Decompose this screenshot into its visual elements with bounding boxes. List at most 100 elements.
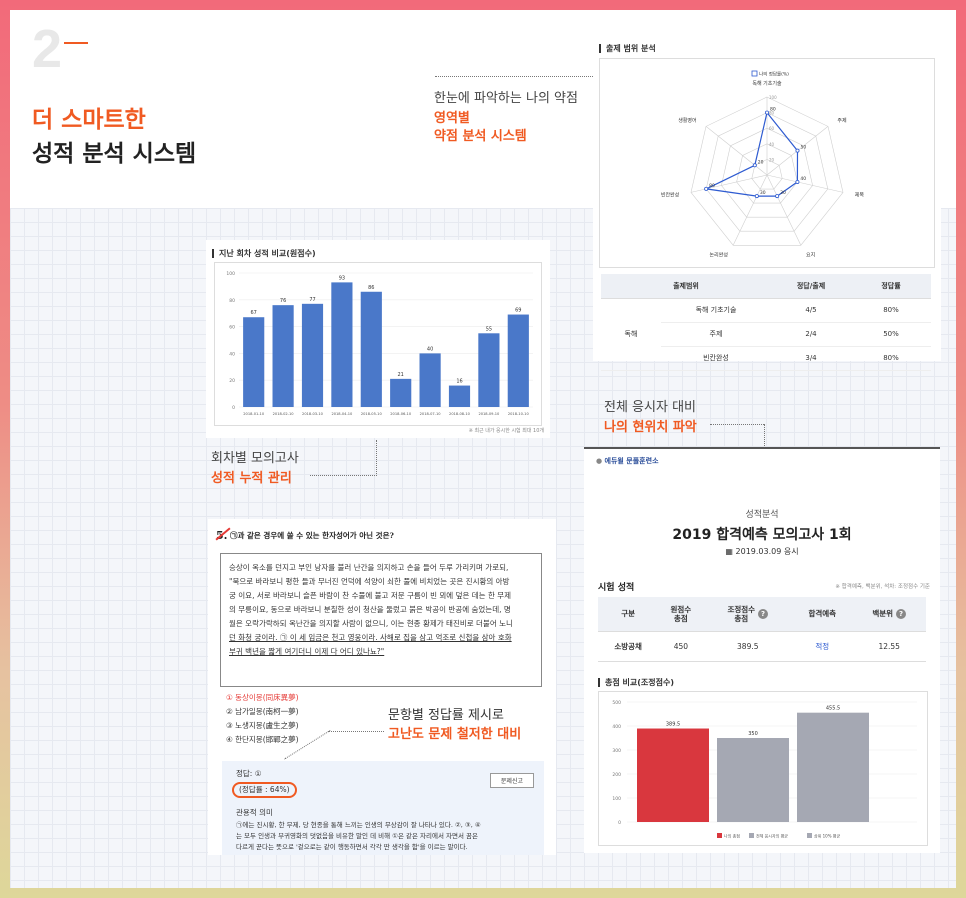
radar-value-label: 50	[800, 145, 806, 151]
th-adjusted-wrap: 조정점수 총점?	[703, 597, 793, 632]
legend-label: 전체 응시자의 평균	[756, 833, 788, 839]
passage-line: 던 화청 궁이라. ㉠ 이 세 임금은 천고 영웅이라. 사해로 집을 삼고 억…	[229, 633, 512, 642]
passage-line: 궁 이요, 서로 바라보니 슬픈 바람이 찬 수풀에 불고 저문 구름이 빈 뫼…	[229, 591, 512, 600]
radar-ring	[705, 112, 829, 232]
help-icon[interactable]: ?	[758, 608, 769, 619]
answer-panel: 정답: ① (정답률 : 64%) 문제신고 관용적 의미 ㉠에는 진시황, 한…	[222, 761, 544, 855]
brand-text: 에듀윌 문풀훈련소	[604, 457, 659, 465]
radar-tick-label: 80	[769, 111, 775, 116]
x-tick-label: 2018-08-10	[449, 412, 471, 416]
radar-point	[764, 110, 769, 115]
radar-ring	[751, 159, 783, 190]
score-cell: 2/4	[771, 322, 851, 347]
history-caption-line2: 성적 누적 관리	[211, 471, 292, 486]
y-tick-label: 80	[229, 298, 235, 304]
bar	[272, 305, 294, 407]
history-caption-line1: 회차별 모의고사	[211, 451, 299, 466]
passage-line: 월은 오락가락하되 옥난간을 의지할 사람이 없으니, 이는 현종 황제가 태진…	[229, 619, 513, 628]
radar-ring	[690, 96, 844, 246]
score-subtitle: 성적분석	[745, 510, 779, 520]
radar-table-header: 출제범위 정답/출제 정답률	[601, 274, 931, 299]
title-line1: 더 스마트한	[32, 107, 146, 133]
x-tick-label: 2018-03-10	[302, 412, 324, 416]
th-category: 구분	[598, 597, 659, 632]
th-rate: 정답률	[851, 274, 931, 299]
radar-point	[704, 186, 709, 191]
y-tick-label: 100	[612, 796, 621, 802]
bar	[507, 314, 529, 407]
score-table-wrap: 구분 원점수 총점 조정점수 총점? 합격예측 백분위? 소방공채 450 38…	[598, 597, 926, 662]
radar-axis-label: 제목	[855, 192, 865, 199]
option-3[interactable]: ③ 노생지몽(盧生之夢)	[226, 721, 299, 730]
weak-caption-line1: 한눈에 파악하는 나의 약점	[434, 91, 578, 106]
bar	[331, 282, 353, 407]
option-2[interactable]: ② 남가일몽(南柯一夢)	[226, 707, 299, 716]
radar-axis-label: 독해 기초기술	[752, 80, 782, 87]
number-underline	[64, 42, 88, 44]
position-caption-line1: 전체 응시자 대비	[604, 400, 696, 415]
radar-point	[795, 179, 800, 184]
table-row: 빈칸완성 3/4 80%	[601, 346, 931, 371]
radar-spoke	[705, 126, 768, 176]
history-chart-frame: 0 20 40 60 80 100 67 2018-01-10 76 2018-02-10 77 20…	[214, 262, 542, 426]
y-tick-label: 400	[612, 724, 621, 730]
bar-value-label: 86	[368, 285, 374, 291]
question-dotted-h	[328, 731, 384, 732]
bar	[797, 712, 869, 822]
row-raw: 450	[658, 631, 704, 662]
legend-swatch	[749, 833, 754, 838]
radar-tick-label: 40	[769, 142, 775, 147]
bar	[478, 333, 500, 407]
position-caption-line2: 나의 현위치 파악	[604, 420, 697, 435]
table-row: 소방공채 450 389.5 적정 12.55	[598, 631, 926, 662]
th-score: 정답/출제	[771, 274, 851, 299]
radar-point	[752, 163, 757, 168]
radar-value-label: 30	[780, 190, 786, 196]
option-4[interactable]: ④ 한단지몽(邯鄲之夢)	[226, 735, 299, 744]
explain-line: ㉠에는 진시황, 한 무제, 당 현종을 통해 느끼는 인생의 무상감이 잘 나…	[236, 821, 481, 829]
bar-value-label: 455.5	[826, 706, 840, 712]
y-tick-label: 0	[232, 405, 235, 411]
calendar-icon: ▦	[725, 547, 733, 556]
history-dotted-v	[376, 440, 377, 476]
row-adjusted: 389.5	[703, 631, 793, 662]
title-line2: 성적 분석 시스템	[32, 141, 197, 167]
bar-value-label: 55	[486, 326, 492, 332]
radar-value-label: 80	[770, 107, 776, 113]
history-card-title: 지난 회차 성적 비교(원점수)	[212, 249, 316, 258]
bar	[637, 728, 709, 822]
weak-caption-line2: 영역별	[434, 111, 470, 126]
row-prediction[interactable]: 적정	[792, 631, 853, 662]
row-name: 소방공채	[598, 631, 659, 662]
score-table-header: 구분 원점수 총점 조정점수 총점? 합격예측 백분위?	[598, 597, 926, 632]
options-list: ① 동상이몽(同床異夢) ② 남가일몽(南柯一夢) ③ 노생지몽(盧生之夢) ④…	[226, 691, 299, 747]
bar	[390, 378, 412, 407]
rate-cell: 80%	[851, 346, 931, 371]
option-1[interactable]: ① 동상이몽(同床異夢)	[226, 693, 299, 702]
section-title: 시험 성적	[598, 583, 635, 593]
explain-title: 관용적 의미	[236, 808, 273, 817]
bar-value-label: 389.5	[666, 722, 680, 728]
th-percentile-wrap: 백분위?	[852, 597, 926, 632]
y-tick-label: 500	[612, 700, 621, 706]
legend-swatch	[751, 70, 758, 77]
radar-axis-label: 논리완성	[710, 251, 728, 258]
table-row: 주제 2/4 50%	[601, 322, 931, 347]
radar-value-label: 20	[758, 159, 764, 165]
x-tick-label: 2018-06-10	[390, 412, 412, 416]
radar-series	[704, 111, 799, 197]
radar-card: 출제 범위 분석 100 80 60 40 20 80 50 40 30 30 80 20 독해 기초기…	[593, 26, 941, 371]
legend-label: 나의 정답률(%)	[759, 71, 789, 78]
brand-icon: ●	[596, 457, 603, 465]
answer-rate: (정답률 : 64%)	[232, 782, 297, 798]
history-card: 지난 회차 성적 비교(원점수) 0 20 40 60 80 100 67 2018-01-1…	[206, 240, 550, 438]
help-icon[interactable]: ?	[896, 609, 907, 620]
radar-point	[775, 194, 780, 199]
exam-date: ▦ 2019.03.09 응시	[584, 546, 940, 557]
th-range: 출제범위	[601, 274, 771, 299]
exam-title: 2019 합격예측 모의고사 1회	[672, 527, 852, 543]
y-tick-label: 100	[226, 271, 235, 277]
report-button[interactable]: 문제신고	[489, 773, 534, 788]
radar-axis-label: 주제	[837, 117, 847, 124]
